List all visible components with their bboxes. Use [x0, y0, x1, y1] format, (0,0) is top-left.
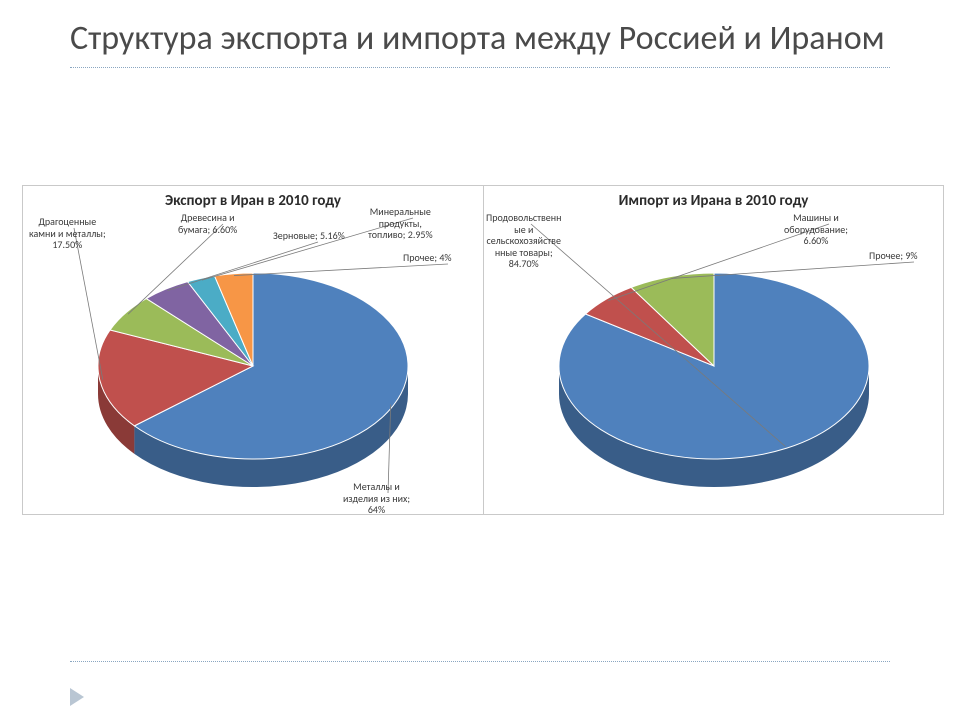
- leader-line: [234, 264, 448, 276]
- slice-label: Минеральные продукты, топливо; 2.95%: [368, 206, 433, 241]
- leader-line: [672, 262, 914, 278]
- export-chart-panel: Экспорт в Иран в 2010 году Металлы и изд…: [23, 186, 483, 514]
- footer-divider: [70, 661, 890, 662]
- slice-label: Древесина и бумага; 6.60%: [178, 212, 237, 235]
- import-chart-panel: Импорт из Ирана в 2010 году Продовольств…: [483, 186, 943, 514]
- title-divider: [70, 67, 890, 68]
- charts-frame: Экспорт в Иран в 2010 году Металлы и изд…: [22, 185, 944, 515]
- slide: Структура экспорта и импорта между Росси…: [0, 0, 960, 720]
- import-pie: Продовольственн ые и сельскохозяйстве нн…: [484, 186, 943, 514]
- slice-label: Машины и оборудование; 6.60%: [784, 212, 848, 247]
- footer-arrow-icon: [70, 688, 84, 706]
- slice-label: Драгоценные камни и металлы; 17.50%: [29, 216, 106, 251]
- page-title: Структура экспорта и импорта между Росси…: [70, 18, 890, 61]
- title-block: Структура экспорта и импорта между Росси…: [70, 18, 890, 68]
- slice-label: Прочее; 4%: [403, 252, 452, 264]
- slice-label: Зерновые; 5.16%: [273, 230, 345, 242]
- slice-label: Прочее; 9%: [869, 250, 918, 262]
- slice-label: Продовольственн ые и сельскохозяйстве нн…: [486, 212, 561, 270]
- slice-label: Металлы и изделия из них; 64%: [343, 481, 410, 516]
- export-pie: Металлы и изделия из них; 64% Драгоценные…: [23, 186, 483, 514]
